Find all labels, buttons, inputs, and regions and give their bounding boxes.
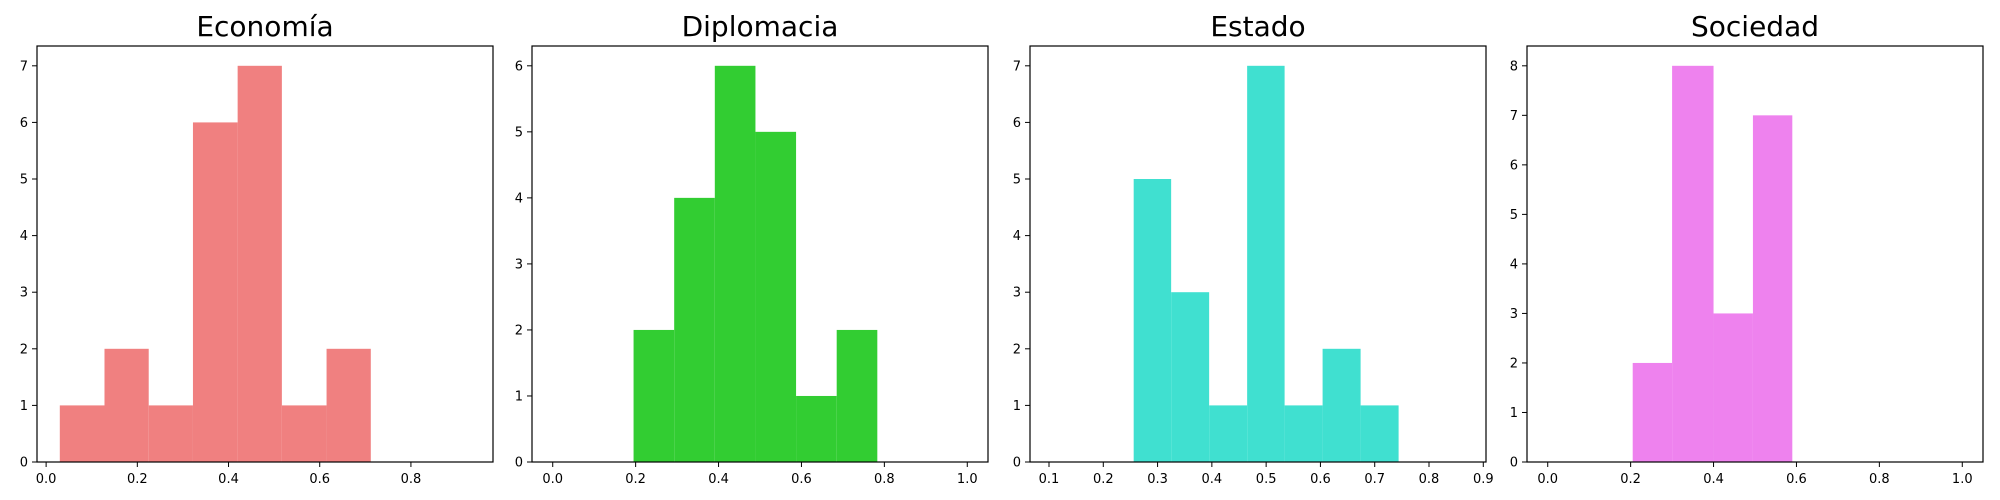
x-tick-label: 1.0	[1952, 472, 1973, 487]
x-tick-label: 0.8	[874, 472, 895, 487]
histogram-bar	[1752, 115, 1793, 462]
histogram-bar	[674, 197, 715, 462]
histogram-bar	[1209, 405, 1248, 462]
x-tick-label: 0.2	[625, 472, 646, 487]
chart-title: Estado	[1210, 10, 1305, 43]
histogram-bar	[1672, 65, 1714, 463]
histogram-bar	[1632, 362, 1673, 462]
y-tick-label: 6	[1510, 158, 1518, 173]
histogram-bar	[1247, 65, 1285, 463]
y-tick-label: 2	[1013, 342, 1021, 357]
y-tick-label: 6	[1013, 116, 1021, 131]
x-tick-label: 0.3	[1147, 472, 1168, 487]
axes-frame	[531, 45, 989, 463]
y-tick-label: 1	[1013, 399, 1021, 414]
y-tick-label: 1	[20, 399, 28, 414]
x-tick-label: 0.2	[127, 472, 148, 487]
histogram-bar	[714, 65, 756, 463]
x-tick-label: 0.4	[218, 472, 239, 487]
y-tick-label: 4	[1013, 229, 1021, 244]
histogram-bar	[633, 329, 675, 462]
histogram-bar	[1713, 313, 1753, 462]
histogram-bar	[1133, 179, 1172, 462]
x-tick-label: 0.6	[309, 472, 330, 487]
chart-title: Sociedad	[1691, 10, 1819, 43]
x-tick-label: 0.0	[542, 472, 563, 487]
histogram-bar	[281, 405, 327, 462]
y-tick-label: 5	[1013, 173, 1021, 188]
x-tick-label: 0.9	[1473, 472, 1494, 487]
y-tick-label: 4	[20, 229, 28, 244]
histogram-bar	[104, 348, 149, 462]
histogram-bar	[755, 131, 797, 463]
histogram-bar	[1322, 348, 1361, 462]
y-tick-label: 4	[1510, 257, 1518, 272]
y-tick-label: 4	[515, 191, 523, 206]
y-tick-label: 3	[1013, 286, 1021, 301]
x-tick-label: 0.2	[1093, 472, 1114, 487]
histogram-bar	[1360, 405, 1399, 462]
axes-frame	[36, 45, 494, 463]
economia-panel: Economía 0.0 0.2 0.4 0.6 0.8 0 1 2 3 4 5 6 7	[20, 10, 494, 487]
y-tick-label: 6	[515, 59, 523, 74]
histogram-bar	[237, 65, 282, 463]
x-tick-label: 0.0	[36, 472, 57, 487]
chart-title: Economía	[196, 10, 333, 43]
histogram-bar	[192, 122, 238, 462]
y-tick-label: 7	[1013, 59, 1021, 74]
x-tick-label: 0.6	[1310, 472, 1331, 487]
y-tick-label: 0	[1510, 456, 1518, 471]
histogram-bar	[148, 405, 193, 462]
y-tick-label: 2	[1510, 356, 1518, 371]
chart-title: Diplomacia	[682, 10, 839, 43]
histogram-bar	[796, 395, 837, 462]
y-tick-label: 5	[1510, 208, 1518, 223]
histogram-bar	[326, 348, 371, 462]
y-tick-label: 0	[515, 456, 523, 471]
y-tick-label: 2	[515, 323, 523, 338]
x-tick-label: 0.4	[1703, 472, 1724, 487]
y-tick-label: 0	[20, 456, 28, 471]
y-tick-label: 8	[1510, 59, 1518, 74]
diplomacia-panel: Diplomacia 0.0 0.2 0.4 0.6 0.8 1.0 0 1 2 3 4 5 6	[515, 10, 989, 487]
x-tick-label: 1.0	[957, 472, 978, 487]
y-tick-label: 5	[515, 125, 523, 140]
y-tick-label: 3	[20, 286, 28, 301]
x-tick-label: 0.8	[401, 472, 422, 487]
y-tick-label: 0	[1013, 456, 1021, 471]
y-tick-label: 1	[515, 389, 523, 404]
sociedad-panel: Sociedad 0.0 0.2 0.4 0.6 0.8 1.0 0 1 2 3 4 5 6 7 8	[1510, 10, 1984, 487]
x-tick-label: 0.4	[708, 472, 729, 487]
axes-frame	[1029, 45, 1487, 463]
y-tick-label: 7	[1510, 109, 1518, 124]
x-tick-label: 0.4	[1202, 472, 1223, 487]
histogram-bar	[59, 405, 105, 462]
x-tick-label: 0.7	[1364, 472, 1385, 487]
axes-frame	[1526, 45, 1984, 463]
histogram-bar	[1284, 405, 1323, 462]
y-tick-label: 7	[20, 59, 28, 74]
estado-panel: Estado 0.1 0.2 0.3 0.4 0.5 0.6 0.7 0.8 0.9 0 1 2 3 4 5…	[1013, 10, 1494, 487]
y-tick-label: 2	[20, 342, 28, 357]
y-tick-label: 5	[20, 173, 28, 188]
x-tick-label: 0.5	[1256, 472, 1277, 487]
y-tick-label: 1	[1510, 406, 1518, 421]
x-tick-label: 0.6	[1786, 472, 1807, 487]
histogram-bar	[836, 329, 878, 462]
x-tick-label: 0.8	[1869, 472, 1890, 487]
x-tick-label: 0.1	[1039, 472, 1060, 487]
x-tick-label: 0.6	[791, 472, 812, 487]
y-tick-label: 3	[1510, 307, 1518, 322]
y-tick-label: 6	[20, 116, 28, 131]
x-tick-label: 0.8	[1419, 472, 1440, 487]
x-tick-label: 0.2	[1620, 472, 1641, 487]
y-tick-label: 3	[515, 257, 523, 272]
histogram-bar	[1171, 292, 1210, 462]
x-tick-label: 0.0	[1537, 472, 1558, 487]
